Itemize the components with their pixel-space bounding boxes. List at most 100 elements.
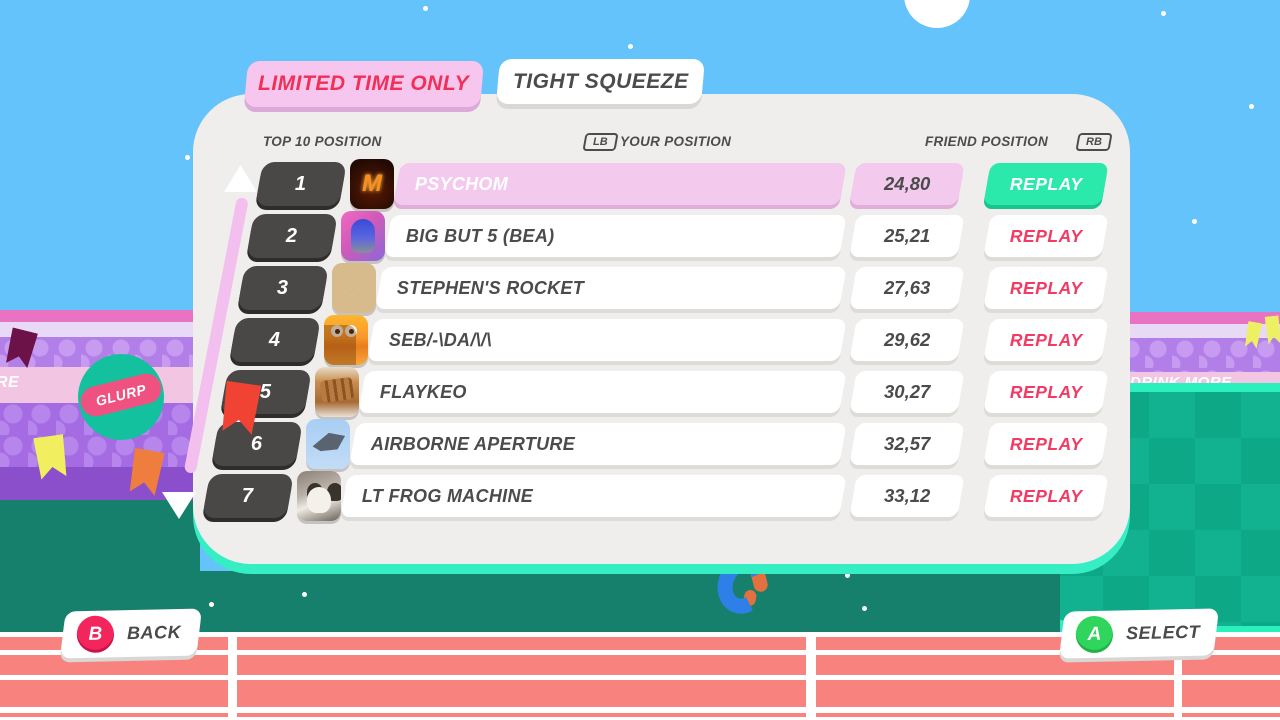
leaderboard-row: 6 AIRBORNE APERTURE 32,57 REPLAY [211,419,1109,469]
player-name-bar: FLAYKEO [358,371,847,413]
player-name: PSYCHOM [415,173,509,194]
gamepad-a-icon: A [1075,615,1114,654]
select-button[interactable]: A SELECT [1058,608,1220,659]
tab-label: LIMITED TIME ONLY [258,72,470,95]
player-avatar [306,419,350,469]
column-header-your-position: YOUR POSITION [620,134,732,149]
leaderboard-row: 4 SEB/-\DA/\/\ 29,62 REPLAY [228,315,1109,365]
time-value: 30,27 [883,381,931,402]
leaderboard-rows: 1 M PSYCHOM 24,80 REPLAY 2 BIG BUT 5 (BE… [202,159,1109,526]
back-button-label: BACK [126,621,182,644]
replay-label: REPLAY [1009,381,1083,402]
replay-button[interactable]: REPLAY [983,423,1109,465]
grandstand-right: DRINK MORE [1118,310,1280,402]
time-value: 27,63 [883,277,931,298]
player-name-bar: STEPHEN'S ROCKET [375,267,847,309]
confetti-dot [1161,11,1166,16]
confetti-dot [1249,104,1254,109]
player-name-bar: AIRBORNE APERTURE [349,423,847,465]
time-value: 25,21 [883,225,931,246]
player-avatar: M [350,159,394,209]
time-pill: 30,27 [849,371,965,413]
tab-label: TIGHT SQUEEZE [512,69,689,93]
sun-circle [904,0,970,28]
leaderboard-row: 5 FLAYKEO 30,27 REPLAY [219,367,1109,417]
time-pill: 33,12 [849,475,965,517]
position-number: 3 [277,276,289,299]
replay-label: REPLAY [1009,225,1083,246]
lane-line [0,650,1280,655]
confetti-dot [423,6,428,11]
replay-button[interactable]: REPLAY [983,319,1109,361]
gamepad-b-icon: B [76,615,115,654]
player-avatar [341,211,386,261]
player-name: FLAYKEO [379,381,467,402]
position-badge: 2 [246,214,339,258]
tab-limited-time-only[interactable]: LIMITED TIME ONLY [243,61,485,107]
player-name-bar: BIG BUT 5 (BEA) [384,215,847,257]
position-number: 6 [251,432,263,455]
replay-label: REPLAY [1009,277,1083,298]
player-name: LT FROG MACHINE [362,485,534,506]
time-value: 24,80 [883,173,931,194]
lane-line-vertical [228,632,237,720]
player-name-bar: SEB/-\DA/\/\ [366,319,847,361]
lane-line [0,717,1280,720]
select-button-label: SELECT [1125,621,1201,644]
replay-button[interactable]: REPLAY [983,215,1109,257]
time-pill: 32,57 [849,423,965,465]
player-name-bar: LT FROG MACHINE [340,475,847,517]
position-badge: 7 [202,474,295,518]
time-pill: 25,21 [849,215,965,257]
position-badge: 4 [228,318,321,362]
confetti-dot [628,44,633,49]
position-badge: 3 [237,266,330,310]
stand-ad-partial-text: RE [0,374,20,391]
time-value: 29,62 [883,329,931,350]
time-value: 33,12 [883,485,931,506]
lane-line [0,632,1280,637]
player-avatar [323,315,368,365]
replay-label: REPLAY [1009,433,1083,454]
replay-button[interactable]: REPLAY [983,475,1109,517]
leaderboard-row: 2 BIG BUT 5 (BEA) 25,21 REPLAY [246,211,1109,261]
time-value: 32,57 [883,433,931,454]
confetti-dot [302,592,307,597]
position-number: 1 [295,172,307,195]
position-number: 4 [269,328,281,351]
leaderboard-row: 1 M PSYCHOM 24,80 REPLAY [255,159,1109,209]
replay-button[interactable]: REPLAY [983,267,1109,309]
lb-shoulder-button-icon: LB [582,133,619,151]
avatar-glyph: M [362,170,382,197]
player-name-bar: PSYCHOM [393,163,847,205]
confetti-dot [1192,219,1197,224]
column-header-friend-position: FRIEND POSITION [925,134,1049,149]
lane-line-vertical [806,632,816,720]
leaderboard-row: 3 STEPHEN'S ROCKET 27,63 REPLAY [237,263,1109,313]
player-name: BIG BUT 5 (BEA) [406,225,555,246]
player-name: STEPHEN'S ROCKET [397,277,585,298]
replay-button[interactable]: REPLAY [983,163,1109,205]
position-number: 7 [242,484,254,507]
position-number: 5 [260,380,272,403]
player-avatar [297,471,342,521]
back-button[interactable]: B BACK [60,608,202,659]
rb-shoulder-button-icon: RB [1075,133,1113,151]
time-pill: 24,80 [849,163,965,205]
player-avatar [314,367,359,417]
glurp-logo-text: GLURP [77,370,165,420]
player-name: AIRBORNE APERTURE [371,433,576,454]
player-avatar [332,263,377,313]
lane-line [0,675,1280,680]
time-pill: 29,62 [849,319,965,361]
player-name: SEB/-\DA/\/\ [388,329,492,350]
replay-label: REPLAY [1009,485,1083,506]
replay-button[interactable]: REPLAY [983,371,1109,413]
confetti-dot [209,602,214,607]
position-badge: 1 [255,162,347,206]
tab-tight-squeeze[interactable]: TIGHT SQUEEZE [496,59,705,104]
glurp-logo: GLURP [77,354,165,440]
replay-label: REPLAY [1009,329,1083,350]
confetti-dot [862,606,867,611]
